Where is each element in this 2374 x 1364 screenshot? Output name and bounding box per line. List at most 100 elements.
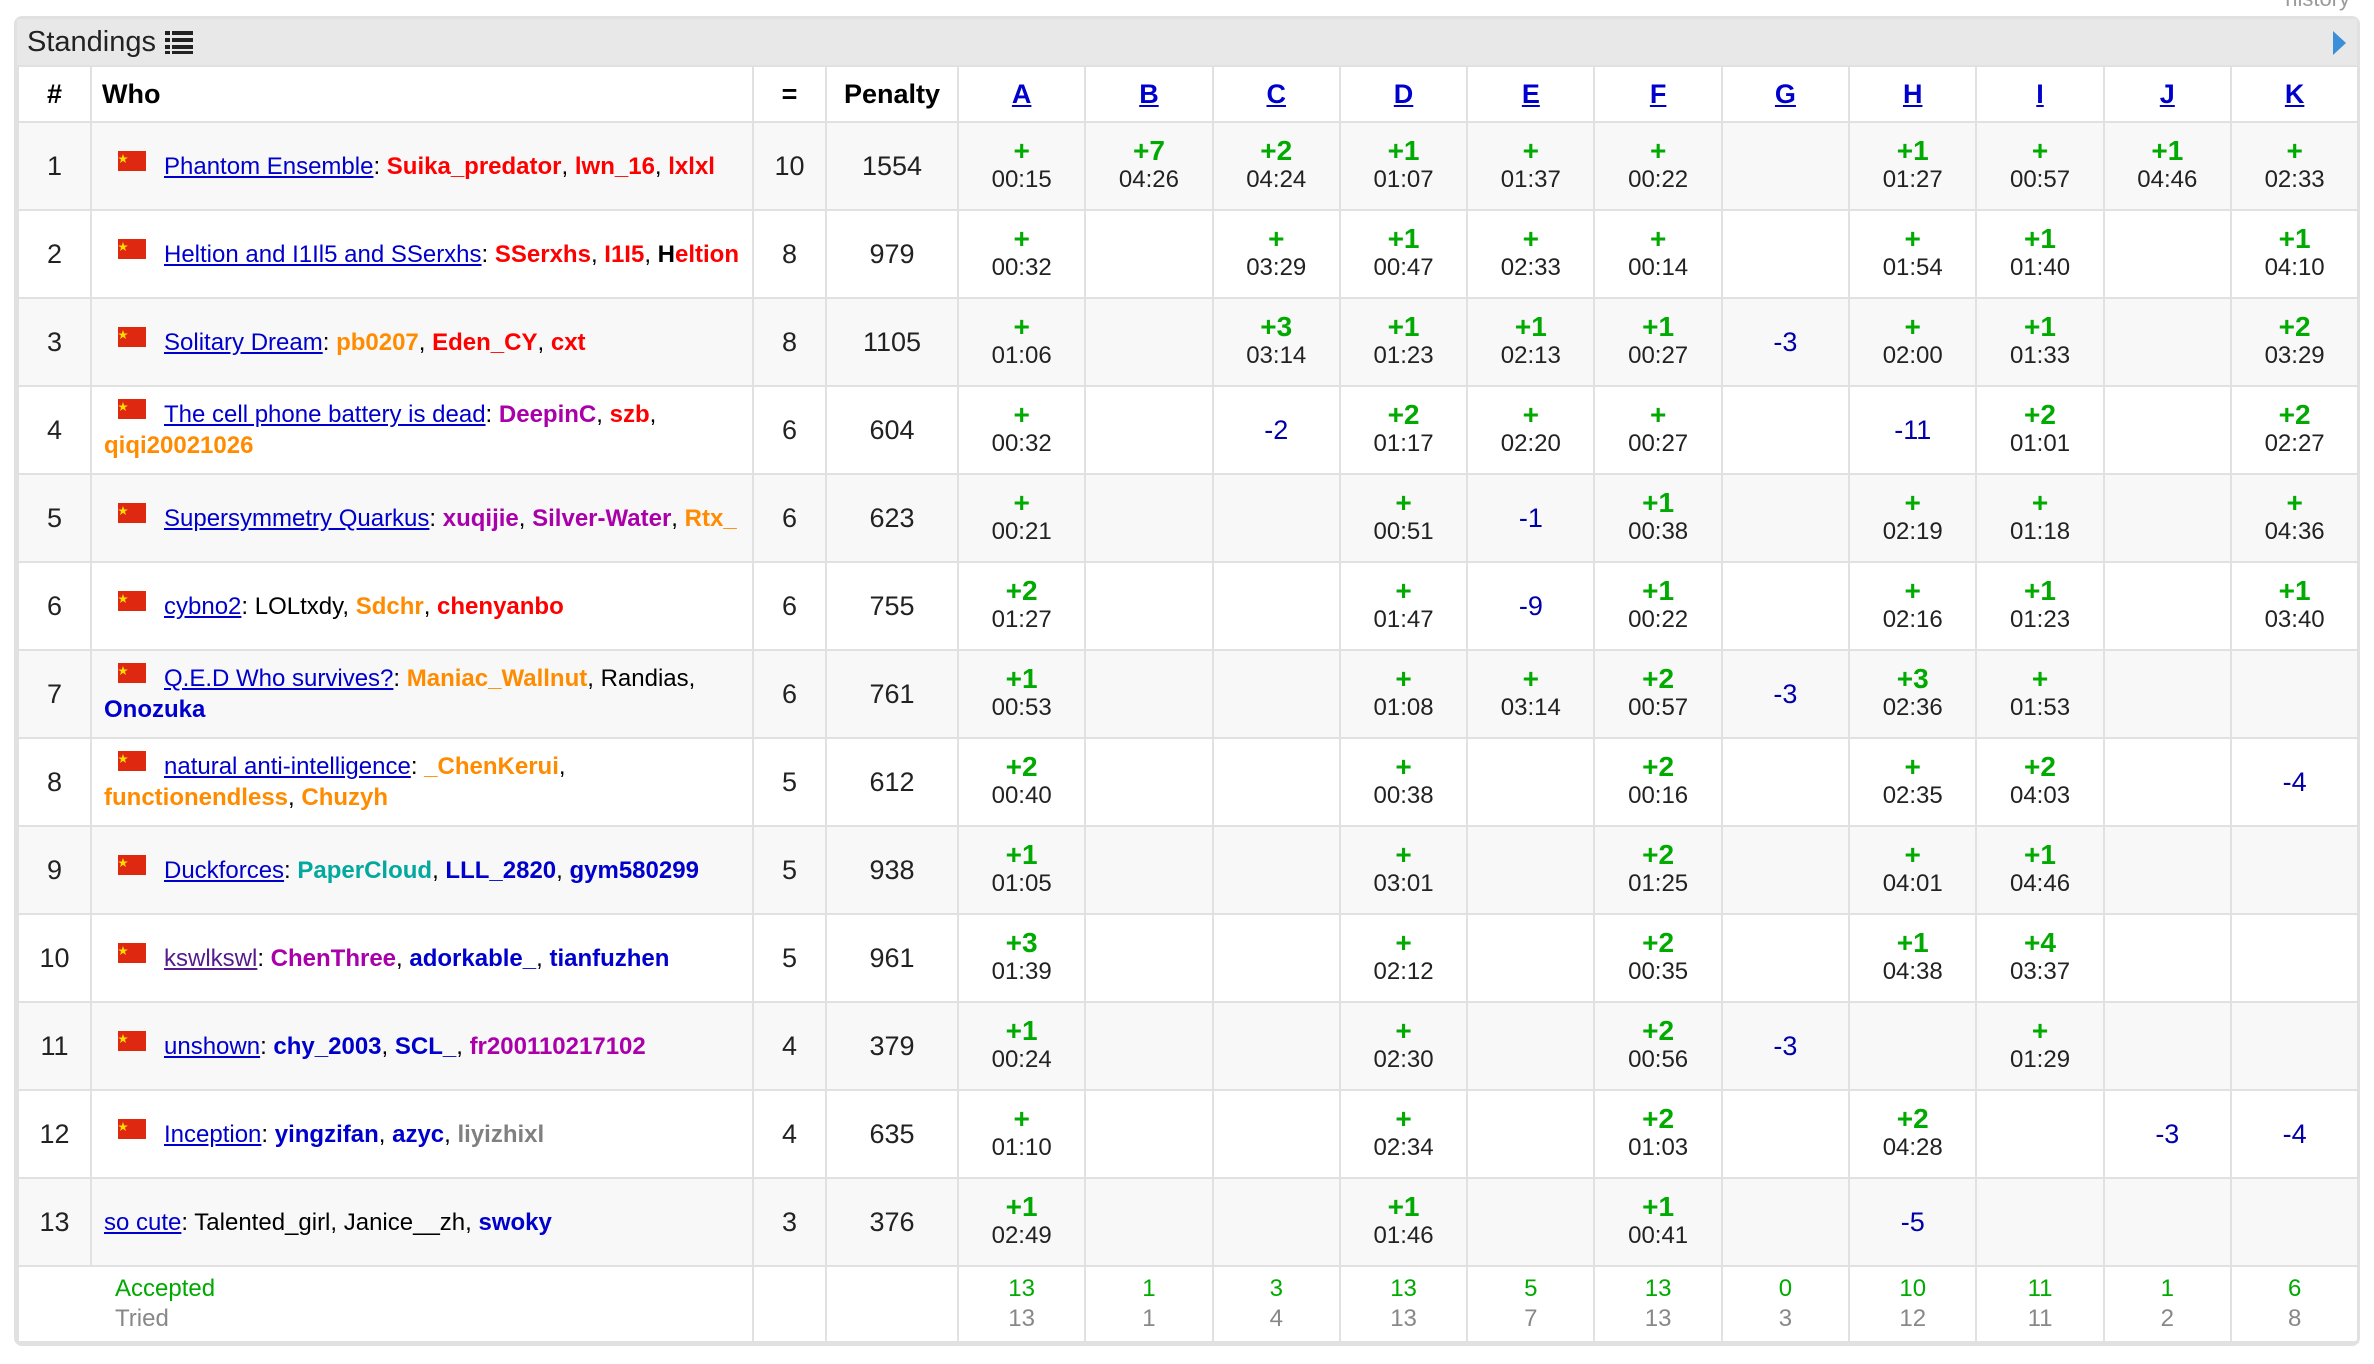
- member-handle[interactable]: xuqijie: [442, 504, 519, 532]
- problem-link[interactable]: G: [1774, 78, 1796, 109]
- team-name[interactable]: The cell phone battery is dead: [164, 401, 486, 428]
- penalty: 761: [825, 649, 959, 739]
- member-handle[interactable]: szb: [609, 401, 650, 428]
- member-handle[interactable]: Onozuka: [104, 696, 206, 723]
- member-handle[interactable]: PaperCloud: [297, 856, 433, 884]
- team-name[interactable]: Phantom Ensemble: [164, 152, 374, 180]
- history-link[interactable]: history: [2285, 0, 2350, 12]
- member-handle[interactable]: functionendless: [104, 784, 289, 811]
- team-name[interactable]: Inception: [164, 1120, 262, 1148]
- accepted-attempts: +: [1522, 399, 1540, 430]
- member-handle[interactable]: qiqi20021026: [104, 432, 254, 459]
- member-handle[interactable]: LOLtxdy: [254, 592, 343, 620]
- rank: 13: [17, 1177, 92, 1267]
- accepted-attempts: +2: [1642, 1015, 1675, 1046]
- member-handle[interactable]: cxt: [550, 328, 586, 356]
- problem-link[interactable]: E: [1521, 78, 1540, 109]
- problem-cell: +03:01: [1338, 825, 1469, 915]
- member-handle[interactable]: yingzifan: [274, 1120, 379, 1148]
- problem-link[interactable]: F: [1649, 78, 1667, 109]
- member-handle[interactable]: SCL_: [394, 1032, 457, 1060]
- member-handle[interactable]: Talented_girl: [194, 1208, 331, 1236]
- member-handle[interactable]: lwn_16: [574, 152, 655, 180]
- team-cell: Heltion and I1Il5 and SSerxhs: SSerxhs, …: [90, 209, 754, 299]
- rank: 11: [17, 1001, 92, 1091]
- member-handle[interactable]: Suika_predator: [386, 152, 562, 180]
- member-handle[interactable]: _ChenKerui: [424, 753, 559, 780]
- problem-cell: [2229, 1177, 2360, 1267]
- problem-link[interactable]: I: [2036, 78, 2044, 109]
- problem-cell: [2102, 561, 2232, 651]
- flag-icon: [118, 942, 146, 963]
- problem-link[interactable]: H: [1902, 78, 1923, 109]
- problem-cell: +02:30: [1338, 1001, 1469, 1091]
- team-name[interactable]: Solitary Dream: [164, 328, 323, 356]
- team-name[interactable]: natural anti-intelligence: [164, 753, 411, 780]
- member-handle[interactable]: LLL_2820: [445, 856, 557, 884]
- member-handle[interactable]: Heltion: [657, 240, 739, 268]
- penalty: 623: [825, 473, 959, 563]
- member-handle[interactable]: Silver-Water: [532, 504, 672, 532]
- member-handle[interactable]: azyc: [392, 1120, 445, 1148]
- problem-link[interactable]: C: [1266, 78, 1286, 109]
- problem-cell: +3 01:39: [956, 913, 1087, 1003]
- member-handle[interactable]: tianfuzhen: [549, 944, 670, 972]
- member-handle[interactable]: adorkable_: [409, 944, 537, 972]
- accept-time: 00:22: [1628, 606, 1689, 633]
- member-handle[interactable]: fr200110217102: [469, 1032, 646, 1060]
- member-handle[interactable]: Sdchr: [355, 592, 424, 620]
- problem-cell: [2102, 1177, 2232, 1267]
- accept-time: 02:16: [1882, 606, 1943, 633]
- problem-link[interactable]: A: [1011, 78, 1032, 109]
- accept-time: 03:37: [2009, 958, 2071, 985]
- separator: :: [410, 753, 418, 780]
- member-handle[interactable]: lxlxl: [668, 152, 715, 180]
- team-row: 12 Inception: yingzifan, azyc, liyizhixl 4…: [17, 1089, 2360, 1179]
- empty-cell: [752, 1265, 827, 1343]
- team-name[interactable]: Supersymmetry Quarkus: [164, 504, 430, 532]
- problem-cell: +01:53: [1975, 649, 2105, 739]
- problem-link[interactable]: J: [2159, 78, 2175, 109]
- problem-cell: [1084, 473, 1214, 563]
- member-handle[interactable]: liyizhixl: [457, 1120, 545, 1148]
- member-handle[interactable]: Eden_CY: [432, 328, 538, 356]
- member-handle[interactable]: ChenThree: [270, 944, 397, 972]
- member-handle[interactable]: I1I5: [604, 240, 645, 268]
- member-handle[interactable]: Maniac_Wallnut: [406, 665, 588, 692]
- accept-time: 01:06: [991, 342, 1052, 369]
- problem-cell: +2 04:24: [1211, 121, 1341, 211]
- accept-time: 00:41: [1628, 1222, 1689, 1249]
- member-handle[interactable]: DeepinC: [498, 401, 597, 428]
- accepted-attempts: +: [2031, 135, 2049, 166]
- separator: ,: [378, 1120, 386, 1148]
- team-name[interactable]: kswlkswl: [164, 944, 258, 972]
- member-handle[interactable]: chy_2003: [273, 1032, 382, 1060]
- collapse-toggle[interactable]: [2331, 31, 2347, 55]
- team-name[interactable]: so cute: [104, 1208, 182, 1236]
- problem-cell: +3 03:14: [1211, 297, 1341, 387]
- member-handle[interactable]: chenyanbo: [437, 592, 564, 620]
- rank: 4: [17, 385, 92, 475]
- member-handle[interactable]: Chuzyh: [301, 784, 389, 811]
- problem-link[interactable]: D: [1393, 78, 1414, 109]
- member-handle[interactable]: swoky: [478, 1208, 552, 1236]
- problem-link[interactable]: B: [1139, 78, 1159, 109]
- problem-cell: +1 01:40: [1975, 209, 2105, 299]
- team-name[interactable]: unshown: [164, 1032, 261, 1060]
- problem-link[interactable]: K: [2284, 78, 2305, 109]
- member-handle[interactable]: pb0207: [336, 328, 419, 356]
- rejected-attempts: -1: [1518, 502, 1543, 533]
- team-name[interactable]: Duckforces: [164, 856, 285, 884]
- separator: ,: [418, 328, 426, 356]
- member-handle[interactable]: SSerxhs: [494, 240, 591, 268]
- team-name[interactable]: Heltion and I1Il5 and SSerxhs: [164, 240, 482, 268]
- rejected-attempts: -4: [2282, 1118, 2307, 1149]
- team-name[interactable]: Q.E.D Who survives?: [164, 665, 394, 692]
- member-handle[interactable]: gym580299: [569, 856, 699, 884]
- separator: :: [481, 240, 489, 268]
- team-name[interactable]: cybno2: [164, 592, 242, 620]
- accept-time: 01:07: [1373, 166, 1434, 193]
- member-handle[interactable]: Randias: [600, 665, 689, 692]
- member-handle[interactable]: Rtx_: [684, 504, 737, 532]
- member-handle[interactable]: Janice__zh: [343, 1208, 466, 1236]
